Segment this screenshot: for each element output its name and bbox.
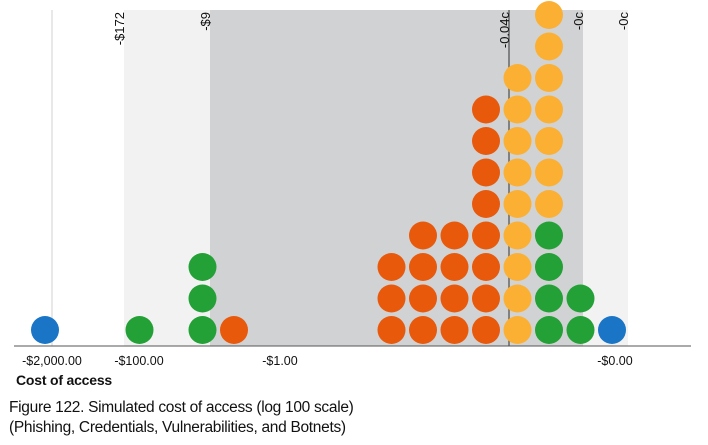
- data-dot: [188, 253, 217, 281]
- data-dot: [188, 316, 217, 344]
- data-dot: [409, 221, 437, 250]
- data-dot: [409, 316, 437, 344]
- data-dot: [377, 253, 406, 281]
- band-label: -$172: [112, 12, 127, 45]
- data-dot: [503, 253, 532, 281]
- data-dot: [535, 190, 563, 218]
- caption-line-1: Figure 122. Simulated cost of access (lo…: [9, 399, 354, 416]
- data-dot: [472, 127, 500, 155]
- data-dot: [503, 284, 532, 313]
- data-dot: [472, 190, 500, 218]
- data-dot: [220, 316, 248, 344]
- data-dot: [566, 316, 595, 344]
- x-tick-label: -$100.00: [114, 354, 163, 368]
- data-dot: [472, 316, 500, 344]
- data-dot: [472, 253, 500, 281]
- data-dot: [503, 190, 532, 218]
- data-dot: [440, 253, 469, 281]
- x-tick-label: -$1.00: [262, 354, 297, 368]
- data-dot: [503, 64, 532, 92]
- data-dot: [31, 316, 59, 344]
- data-dot: [503, 316, 532, 344]
- data-dot: [503, 127, 532, 155]
- x-tick-label: -$2,000.00: [22, 354, 82, 368]
- data-dot: [503, 221, 532, 250]
- data-dot: [472, 158, 500, 187]
- data-dot: [440, 221, 469, 250]
- data-dot: [535, 221, 563, 250]
- data-dot: [377, 284, 406, 313]
- band-label: -0.04c: [497, 12, 512, 49]
- band-label: -0c: [616, 12, 631, 31]
- data-dot: [125, 316, 154, 344]
- data-dot: [440, 316, 469, 344]
- data-dot: [535, 253, 563, 281]
- data-dot: [535, 158, 563, 187]
- band-label: -0c: [571, 12, 586, 31]
- data-dot: [188, 284, 217, 313]
- caption-line-2: (Phishing, Credentials, Vulnerabilities,…: [9, 419, 346, 436]
- band-label: -$9: [198, 12, 213, 31]
- data-dot: [535, 64, 563, 92]
- data-dot: [503, 95, 532, 124]
- data-dot: [472, 284, 500, 313]
- data-dot: [377, 316, 406, 344]
- data-dot: [472, 221, 500, 250]
- data-dot: [535, 95, 563, 124]
- figure-caption: Figure 122. Simulated cost of access (lo…: [9, 398, 354, 438]
- data-dot: [566, 284, 595, 313]
- data-dot: [535, 127, 563, 155]
- x-tick-label: -$0.00: [597, 354, 632, 368]
- data-dot: [440, 284, 469, 313]
- data-dot: [409, 284, 437, 313]
- data-dot: [409, 253, 437, 281]
- data-dot: [598, 316, 626, 344]
- data-dot: [503, 158, 532, 187]
- data-dot: [535, 284, 563, 313]
- dots-group: [31, 1, 626, 344]
- data-dot: [535, 32, 563, 61]
- x-axis-title: Cost of access: [16, 372, 113, 388]
- data-dot: [535, 316, 563, 344]
- data-dot: [535, 1, 563, 29]
- dot-chart: -$172 -$9 -0.04c -0c -0c -$2,000.00 -$10…: [14, 1, 691, 368]
- data-dot: [472, 95, 500, 124]
